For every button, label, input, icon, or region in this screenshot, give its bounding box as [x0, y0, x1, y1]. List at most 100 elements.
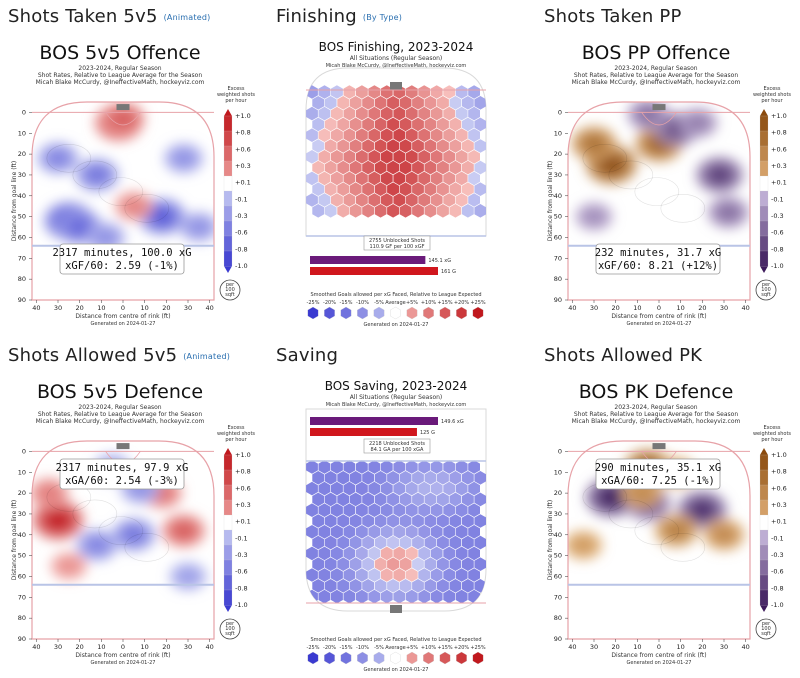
- hex-cell: [337, 535, 350, 550]
- hex-cell: [430, 546, 443, 561]
- hex-cell: [437, 492, 449, 507]
- panel-title-text: Saving: [276, 345, 339, 366]
- hex-cell: [412, 535, 424, 550]
- hex-cell: [449, 579, 462, 593]
- hex-cell: [362, 471, 374, 485]
- hex-cell: [455, 503, 468, 517]
- hex-legend-tick: Average: [385, 645, 406, 651]
- colorbar-tick: -0.3: [771, 212, 784, 220]
- credit-line: Micah Blake McCurdy, @IneffectiveMath, h…: [572, 418, 741, 425]
- hex-cell: [430, 128, 443, 142]
- colorbar-tick: +1.0: [235, 112, 251, 120]
- per-label-3: sqft: [761, 292, 770, 298]
- colorbar-band: [223, 205, 233, 222]
- hex-cell: [387, 117, 399, 132]
- hex-cell: [331, 85, 343, 99]
- hex-cell: [449, 471, 462, 485]
- hex-legend-swatch: [390, 306, 401, 320]
- hex-cell: [412, 557, 424, 571]
- hex-legend-swatch: [373, 306, 385, 320]
- per-label-1: per: [762, 282, 771, 288]
- hex-cell: [306, 128, 318, 142]
- hex-cell: [399, 471, 412, 485]
- x-tick-label: 10: [141, 643, 149, 651]
- hex-cell: [387, 139, 399, 153]
- hex-cell: [312, 182, 325, 196]
- hex-cell: [443, 193, 456, 207]
- hex-cell: [449, 117, 462, 132]
- bar-expected: [310, 256, 426, 264]
- x-tick-label: 20: [612, 643, 620, 651]
- hex-cell: [343, 503, 356, 517]
- animated-link[interactable]: (Animated): [183, 351, 231, 361]
- hex-cell: [437, 471, 449, 485]
- hex-cell: [331, 106, 343, 121]
- hex-cell: [343, 589, 356, 604]
- hex-cell: [443, 481, 456, 496]
- hex-cell: [462, 204, 474, 218]
- hex-cell: [455, 150, 468, 164]
- hex-cell: [393, 546, 406, 561]
- hex-cell: [387, 535, 399, 550]
- colorbar-band: [759, 544, 769, 561]
- per-100-sqft-badge: [219, 279, 241, 301]
- hex-cell: [324, 182, 337, 196]
- panel-title-text: Shots Taken PP: [544, 6, 682, 27]
- colorbar-top-arrow: [224, 448, 232, 455]
- hex-cell: [468, 85, 480, 99]
- contour-line: [98, 177, 144, 206]
- contour-blob-4: [632, 486, 651, 500]
- y-tick-label: 20: [554, 150, 562, 158]
- hex-cell: [343, 525, 356, 539]
- chart-title: BOS PP Offence: [582, 42, 731, 64]
- hex-cell: [374, 139, 387, 153]
- stat-line-minutes: 232 minutes, 31.7 xG: [595, 247, 721, 259]
- x-tick-label: 40: [742, 304, 750, 312]
- hex-cell: [443, 171, 456, 186]
- hex-cell: [387, 471, 399, 485]
- contour-blob-9: [61, 560, 77, 572]
- hex-cell: [455, 589, 468, 604]
- hex-cell: [462, 117, 474, 132]
- per-label-1: per: [226, 282, 235, 288]
- per-100-sqft-badge: [219, 618, 241, 640]
- colorbar-tick: -0.6: [771, 568, 784, 576]
- hex-cell: [343, 460, 356, 474]
- hex-cell: [424, 535, 437, 550]
- x-tick-label: 20: [76, 643, 84, 651]
- by-type-link[interactable]: (By Type): [362, 12, 403, 22]
- hex-cell: [412, 204, 424, 218]
- hex-cell: [324, 204, 337, 218]
- hex-cell: [399, 160, 412, 175]
- colorbar-band: [223, 499, 233, 516]
- chart-title: BOS Finishing, 2023-2024: [319, 40, 474, 54]
- hex-cell: [343, 150, 356, 164]
- x-tick-label: 40: [32, 304, 40, 312]
- hex-cell: [430, 503, 443, 517]
- hex-cell: [418, 460, 431, 474]
- hex-cell: [443, 589, 456, 604]
- per-100-sqft-badge: [755, 618, 777, 640]
- contour-blob-6: [70, 219, 90, 235]
- hex-cell: [424, 182, 437, 196]
- rink-boards: [31, 101, 215, 301]
- hex-cell: [474, 117, 486, 132]
- contour-blob-0: [47, 511, 69, 529]
- hex-cell: [337, 557, 350, 571]
- x-tick-label: 30: [54, 304, 62, 312]
- animated-link[interactable]: (Animated): [163, 12, 211, 22]
- hex-cell: [318, 150, 331, 164]
- hex-cell: [399, 492, 412, 507]
- hex-cell: [474, 96, 486, 110]
- hex-cell: [312, 579, 325, 593]
- bar-actual: [310, 267, 438, 275]
- hex-legend-tick: Average: [385, 300, 406, 306]
- panel-title-text: Shots Taken 5v5: [8, 6, 158, 27]
- hex-cell: [468, 128, 480, 142]
- hex-cell: [374, 471, 387, 485]
- hex-cell: [393, 568, 406, 582]
- hex-cell: [306, 568, 318, 582]
- per-label-3: sqft: [761, 631, 770, 637]
- hex-cell: [424, 492, 437, 507]
- hex-legend-swatch: [472, 306, 484, 320]
